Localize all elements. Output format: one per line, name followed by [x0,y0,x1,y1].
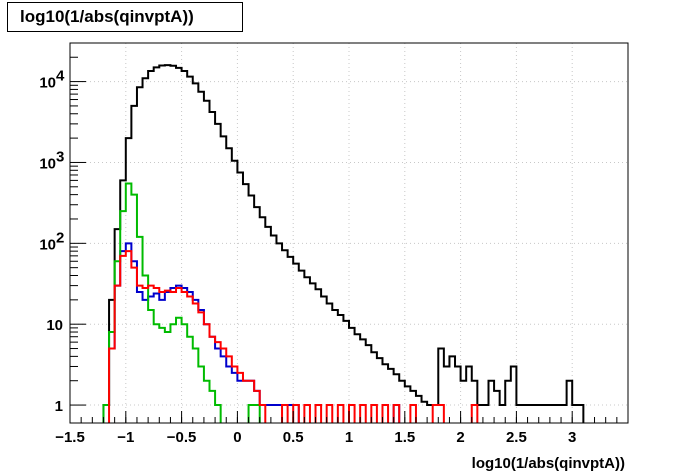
series-group [102,64,585,423]
y-tick-exponent: 2 [56,229,64,246]
series-line [108,250,479,423]
x-tick-label: 0.5 [283,429,304,446]
y-tick-label: 10 [46,317,63,334]
y-tick-label: 10 [39,75,56,92]
y-tick-label: 1 [55,398,63,415]
y-tick-exponent: 3 [56,148,64,165]
x-axis-title: log10(1/abs(qinvptA)) [472,455,625,472]
grid-lines [69,43,628,423]
x-tick-label: 2 [456,429,464,446]
x-tick-label: 0 [233,429,241,446]
x-tick-label: −0.5 [167,429,197,446]
series-line [102,182,261,423]
series-line [102,64,585,423]
x-tick-label: 3 [568,429,576,446]
x-tick-label: 1 [345,429,353,446]
x-tick-label: 2.5 [506,429,527,446]
chart-title: log10(1/abs(qinvptA)) [7,2,243,32]
x-axis: −1.5 −1 −0.5 0 0.5 1 1.5 2 2.5 3 [55,411,629,446]
y-tick-label: 10 [39,155,56,172]
x-tick-label: 1.5 [394,429,415,446]
x-tick-label: −1.5 [55,429,85,446]
y-tick-label: 10 [39,236,56,253]
y-tick-exponent: 4 [56,68,65,85]
x-tick-label: −1 [117,429,134,446]
